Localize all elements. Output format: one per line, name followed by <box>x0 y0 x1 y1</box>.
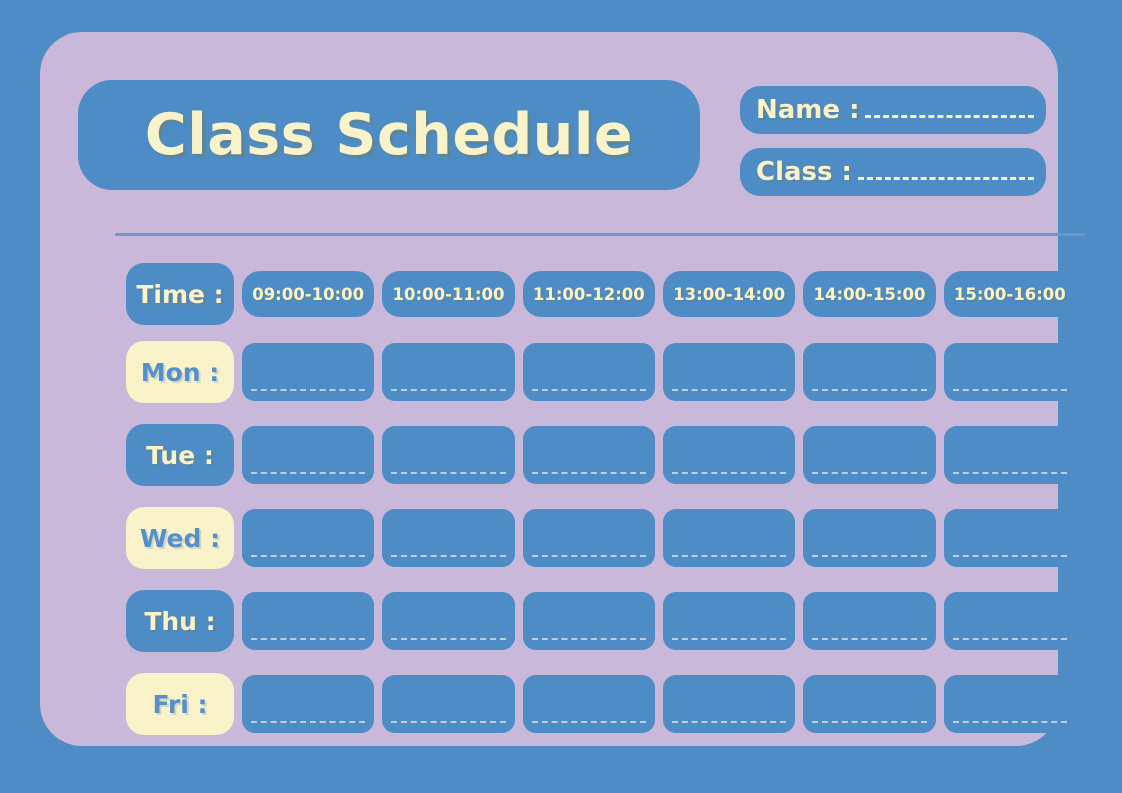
cell-mon-4[interactable] <box>803 343 936 401</box>
write-line <box>531 638 646 640</box>
cell-thu-0[interactable] <box>242 592 375 650</box>
cell-mon-1[interactable] <box>382 343 515 401</box>
write-line <box>952 389 1067 391</box>
write-line <box>531 389 646 391</box>
cell-wed-4[interactable] <box>803 509 936 567</box>
cell-tue-3[interactable] <box>662 426 796 484</box>
cell-tue-1[interactable] <box>382 426 515 484</box>
cell-fri-3[interactable] <box>662 675 796 733</box>
time-slot-4: 14:00-15:00 <box>803 271 936 317</box>
day-row-tue: Tue : <box>126 424 1076 486</box>
cell-thu-4[interactable] <box>803 592 936 650</box>
write-line <box>952 721 1067 723</box>
schedule-grid: Time : 09:00-10:00 10:00-11:00 11:00-12:… <box>126 263 1076 735</box>
day-label-thu: Thu : <box>126 590 234 652</box>
write-line <box>391 555 506 557</box>
day-row-wed: Wed : <box>126 507 1076 569</box>
time-label: Time : <box>126 263 234 325</box>
header-divider <box>115 233 1085 236</box>
class-input-rule[interactable] <box>857 176 1034 180</box>
write-line <box>671 555 787 557</box>
day-row-mon: Mon : <box>126 341 1076 403</box>
write-line <box>812 472 927 474</box>
write-line <box>251 721 366 723</box>
cell-wed-0[interactable] <box>242 509 375 567</box>
cell-fri-1[interactable] <box>382 675 515 733</box>
day-row-thu: Thu : <box>126 590 1076 652</box>
header: Class Schedule Name : Class : <box>78 80 1046 202</box>
cell-mon-0[interactable] <box>242 343 375 401</box>
write-line <box>531 472 646 474</box>
cell-fri-0[interactable] <box>242 675 375 733</box>
write-line <box>671 472 787 474</box>
write-line <box>531 721 646 723</box>
page-title: Class Schedule <box>144 102 634 168</box>
cell-mon-5[interactable] <box>943 343 1076 401</box>
cell-tue-2[interactable] <box>522 426 655 484</box>
write-line <box>671 389 787 391</box>
cell-wed-1[interactable] <box>382 509 515 567</box>
write-line <box>671 721 787 723</box>
write-line <box>251 555 366 557</box>
write-line <box>812 555 927 557</box>
day-label-mon: Mon : <box>126 341 234 403</box>
write-line <box>812 721 927 723</box>
title-box: Class Schedule <box>78 80 700 190</box>
time-slot-2: 11:00-12:00 <box>522 271 655 317</box>
day-label-wed: Wed : <box>126 507 234 569</box>
write-line <box>812 638 927 640</box>
name-input-rule[interactable] <box>865 114 1034 118</box>
cell-wed-5[interactable] <box>943 509 1076 567</box>
cell-thu-1[interactable] <box>382 592 515 650</box>
cell-thu-3[interactable] <box>662 592 796 650</box>
time-slot-3: 13:00-14:00 <box>662 271 796 317</box>
cell-tue-5[interactable] <box>943 426 1076 484</box>
day-label-fri: Fri : <box>126 673 234 735</box>
cell-tue-4[interactable] <box>803 426 936 484</box>
cell-thu-2[interactable] <box>522 592 655 650</box>
cell-mon-2[interactable] <box>522 343 655 401</box>
class-label: Class : <box>756 157 852 187</box>
cell-fri-2[interactable] <box>522 675 655 733</box>
write-line <box>251 472 366 474</box>
write-line <box>391 721 506 723</box>
cell-mon-3[interactable] <box>662 343 796 401</box>
cell-thu-5[interactable] <box>943 592 1076 650</box>
day-label-tue: Tue : <box>126 424 234 486</box>
name-label: Name : <box>756 95 860 125</box>
cell-wed-3[interactable] <box>662 509 796 567</box>
time-slot-5: 15:00-16:00 <box>943 271 1076 317</box>
write-line <box>952 638 1067 640</box>
cell-wed-2[interactable] <box>522 509 655 567</box>
write-line <box>391 472 506 474</box>
write-line <box>812 389 927 391</box>
schedule-card: Class Schedule Name : Class : Time : 09:… <box>40 32 1085 746</box>
write-line <box>671 638 787 640</box>
write-line <box>952 472 1067 474</box>
write-line <box>531 555 646 557</box>
class-field[interactable]: Class : <box>740 148 1046 196</box>
time-slot-1: 10:00-11:00 <box>382 271 515 317</box>
cell-fri-5[interactable] <box>943 675 1076 733</box>
name-field[interactable]: Name : <box>740 86 1046 134</box>
day-row-fri: Fri : <box>126 673 1076 735</box>
cell-fri-4[interactable] <box>803 675 936 733</box>
time-slot-0: 09:00-10:00 <box>242 271 375 317</box>
write-line <box>391 638 506 640</box>
write-line <box>391 389 506 391</box>
write-line <box>952 555 1067 557</box>
cell-tue-0[interactable] <box>242 426 375 484</box>
time-header-row: Time : 09:00-10:00 10:00-11:00 11:00-12:… <box>126 263 1076 325</box>
write-line <box>251 389 366 391</box>
write-line <box>251 638 366 640</box>
